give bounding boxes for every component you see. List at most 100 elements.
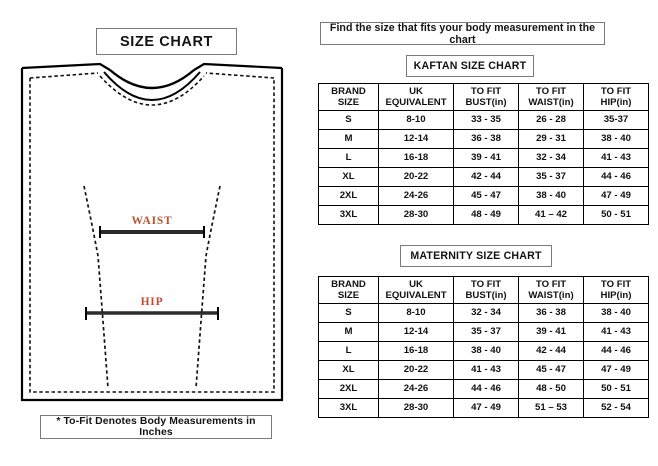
cell-bust: 41 - 43 [453,360,519,380]
col-header-line1: UK [409,85,423,97]
cell-hip: 47 - 49 [583,186,649,206]
cell-bust: 47 - 49 [453,398,519,418]
cell-bust: 42 - 44 [453,167,519,187]
cell-bust: 48 - 49 [453,205,519,225]
kaftan-chart-title: KAFTAN SIZE CHART [406,55,534,77]
shoulder-stitch-left [29,72,99,79]
table-row: S 8-10 33 - 35 26 - 28 35-37 [318,110,649,130]
hip-label: HIP [141,296,164,308]
cell-uk: 24-26 [378,186,454,206]
shoulder-left [21,62,111,71]
cell-waist: 42 - 44 [518,341,584,361]
table-row: S 8-10 32 - 34 36 - 38 38 - 40 [318,303,649,323]
cell-hip: 50 - 51 [583,379,649,399]
maternity-chart-title: MATERNITY SIZE CHART [400,245,552,267]
cell-brand-size: 2XL [318,186,379,206]
col-header-line1: TO FIT [470,85,502,97]
cell-bust: 36 - 38 [453,129,519,149]
cell-uk: 16-18 [378,148,454,168]
col-header-waist: TO FIT WAIST(in) [518,83,584,111]
cell-hip: 41 - 43 [583,322,649,342]
cell-hip: 47 - 49 [583,360,649,380]
cell-bust: 38 - 40 [453,341,519,361]
table-row: XL 20-22 41 - 43 45 - 47 47 - 49 [318,360,649,380]
cell-brand-size: S [318,303,379,323]
neckline-inner [103,71,201,101]
col-header-line2: HIP(in) [600,290,632,301]
cell-uk: 28-30 [378,398,454,418]
table-row: L 16-18 39 - 41 32 - 34 41 - 43 [318,148,649,168]
col-header-line2: WAIST(in) [528,97,574,108]
cell-waist: 41 – 42 [518,205,584,225]
cell-hip: 44 - 46 [583,341,649,361]
cell-waist: 32 - 34 [518,148,584,168]
neckline-stitch [99,75,205,106]
shoulder-right [193,62,283,71]
col-header-line1: BRAND [331,278,366,290]
cell-bust: 32 - 34 [453,303,519,323]
table-row: 2XL 24-26 44 - 46 48 - 50 50 - 51 [318,379,649,399]
cell-uk: 24-26 [378,379,454,399]
cell-bust: 35 - 37 [453,322,519,342]
seam-guide-right [195,185,221,389]
cell-brand-size: L [318,148,379,168]
col-header-line2: WAIST(in) [528,290,574,301]
table-row: XL 20-22 42 - 44 35 - 37 44 - 46 [318,167,649,187]
cell-uk: 20-22 [378,167,454,187]
cell-waist: 35 - 37 [518,167,584,187]
col-header-uk-equivalent: UK EQUIVALENT [378,276,454,304]
cell-waist: 45 - 47 [518,360,584,380]
cell-uk: 16-18 [378,341,454,361]
table-row: L 16-18 38 - 40 42 - 44 44 - 46 [318,341,649,361]
cell-bust: 45 - 47 [453,186,519,206]
footer-note: * To-Fit Denotes Body Measurements in In… [40,415,272,439]
cell-hip: 52 - 54 [583,398,649,418]
body-stitch [29,78,275,393]
cell-brand-size: 3XL [318,205,379,225]
cell-waist: 38 - 40 [518,186,584,206]
table-row: 2XL 24-26 45 - 47 38 - 40 47 - 49 [318,186,649,206]
garment-illustration: WAIST HIP [20,62,284,402]
cell-uk: 12-14 [378,129,454,149]
cell-uk: 8-10 [378,303,454,323]
cell-waist: 29 - 31 [518,129,584,149]
cell-waist: 48 - 50 [518,379,584,399]
cell-uk: 8-10 [378,110,454,130]
neckline-outer [109,69,195,90]
col-header-brand-size: BRAND SIZE [318,276,379,304]
shoulder-stitch-right [205,72,275,79]
maternity-size-table: BRAND SIZE UK EQUIVALENT TO FIT BUST(in)… [318,276,649,418]
cell-bust: 39 - 41 [453,148,519,168]
seam-guide-left [83,185,109,389]
col-header-line2: EQUIVALENT [385,290,447,301]
col-header-line2: EQUIVALENT [385,97,447,108]
col-header-line2: SIZE [337,290,360,301]
waist-label: WAIST [131,215,172,227]
cell-uk: 12-14 [378,322,454,342]
col-header-line2: HIP(in) [600,97,632,108]
cell-brand-size: M [318,129,379,149]
page-title: SIZE CHART [96,28,237,55]
cell-hip: 38 - 40 [583,129,649,149]
table-row: 3XL 28-30 48 - 49 41 – 42 50 - 51 [318,205,649,225]
cell-bust: 44 - 46 [453,379,519,399]
col-header-line2: BUST(in) [465,290,507,301]
kaftan-size-table: BRAND SIZE UK EQUIVALENT TO FIT BUST(in)… [318,83,649,225]
cell-brand-size: L [318,341,379,361]
cell-hip: 50 - 51 [583,205,649,225]
col-header-bust: TO FIT BUST(in) [453,276,519,304]
col-header-waist: TO FIT WAIST(in) [518,276,584,304]
cell-uk: 20-22 [378,360,454,380]
cell-hip: 44 - 46 [583,167,649,187]
cell-brand-size: XL [318,167,379,187]
find-size-banner: Find the size that fits your body measur… [320,22,605,46]
cell-brand-size: M [318,322,379,342]
cell-brand-size: 2XL [318,379,379,399]
cell-bust: 33 - 35 [453,110,519,130]
cell-waist: 36 - 38 [518,303,584,323]
table-row: M 12-14 35 - 37 39 - 41 41 - 43 [318,322,649,342]
cell-brand-size: XL [318,360,379,380]
cell-waist: 51 – 53 [518,398,584,418]
table-row: 3XL 28-30 47 - 49 51 – 53 52 - 54 [318,398,649,418]
